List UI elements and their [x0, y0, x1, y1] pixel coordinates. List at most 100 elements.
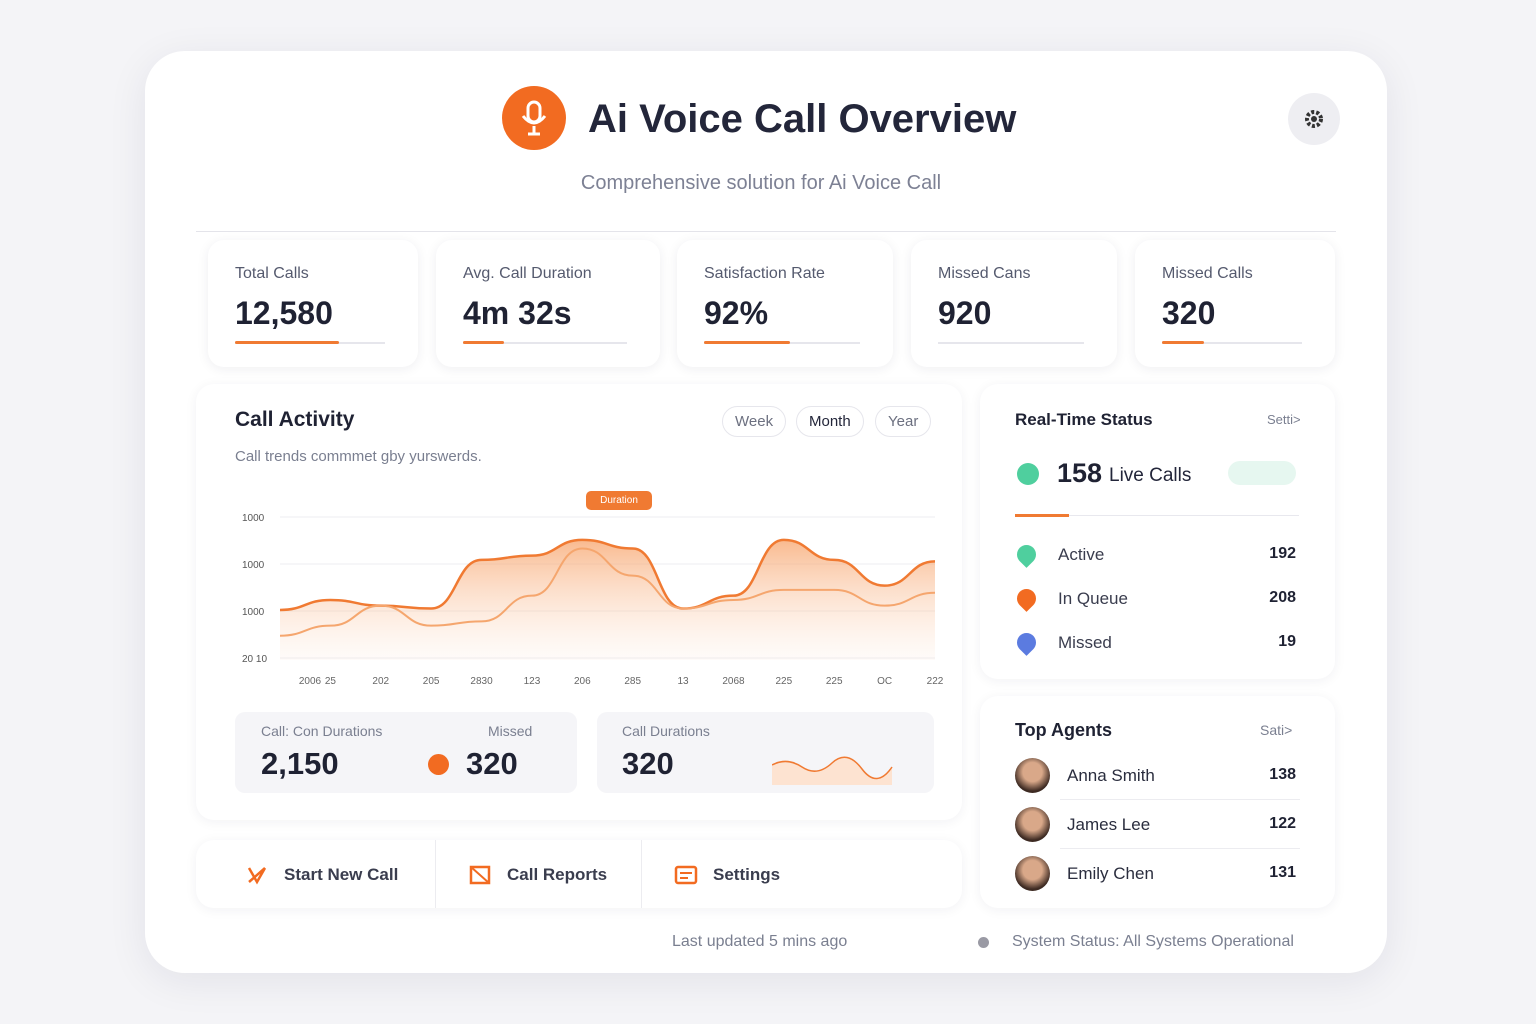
x-tick-label: 2006 [299, 676, 322, 687]
subtitle: Comprehensive solution for Ai Voice Call [580, 172, 942, 194]
x-tick-label: 13 [678, 676, 690, 687]
action-divider [641, 840, 642, 908]
tab[interactable]: Month [796, 406, 864, 437]
kpi-track [1162, 342, 1302, 344]
x-tick-label: 225 [826, 676, 843, 687]
line [279, 538, 936, 612]
live-count: 158 [1057, 458, 1103, 488]
status-value: 19 [1278, 633, 1296, 650]
stat-value: 2,150 [261, 746, 339, 781]
agents-title: Top Agents [1015, 720, 1112, 740]
agent-divider [1060, 848, 1300, 849]
kpi-value: 920 [938, 295, 992, 331]
live-accent [1015, 514, 1069, 517]
stat-label: Call Durations [622, 723, 710, 739]
system-status: System Status: All Systems Operational [1012, 933, 1294, 950]
stat-value: 320 [466, 746, 518, 781]
x-tick-label: 225 [776, 676, 793, 687]
stat-box [235, 712, 577, 793]
live-icon [1017, 463, 1039, 485]
kpi-label: Avg. Call Duration [463, 265, 592, 282]
status-label: In Queue [1058, 589, 1128, 608]
status-value: 208 [1269, 589, 1296, 606]
kpi-card [436, 240, 660, 367]
x-tick-label: 25 [325, 676, 337, 687]
action-button[interactable]: Call Reports [507, 865, 608, 884]
area [280, 539, 935, 660]
kpi-value: 92% [704, 295, 769, 331]
agent-avatar [1015, 758, 1050, 793]
kpi-label: Missed Cans [938, 265, 1031, 282]
sparkline [772, 756, 893, 785]
agent-avatar [1015, 856, 1050, 891]
kpi-card [911, 240, 1117, 367]
kpi-value: 320 [1162, 295, 1216, 331]
live-pill [1228, 461, 1296, 485]
agent-avatar [1015, 807, 1050, 842]
divider [196, 231, 1336, 232]
kpi-progress [235, 341, 339, 344]
agent-name: James Lee [1067, 815, 1151, 834]
action-icon [674, 865, 698, 885]
kpi-label: Missed Calls [1162, 265, 1253, 282]
action-icon [469, 865, 491, 885]
status-label: Active [1058, 545, 1105, 564]
status-value: 192 [1269, 545, 1296, 562]
x-tick-label: 222 [927, 676, 944, 687]
status-label: Missed [1058, 633, 1112, 652]
x-tick-label: 2830 [470, 676, 493, 687]
settings-button[interactable] [1288, 93, 1340, 145]
y-tick-label: 1000 [242, 513, 265, 524]
title: Ai Voice Call Overview [588, 97, 1017, 141]
live-divider [1015, 515, 1299, 516]
kpi-track [463, 342, 627, 344]
agent-value: 138 [1269, 766, 1296, 783]
kpi-card [677, 240, 893, 367]
action-icon [247, 867, 267, 885]
gear-icon [1305, 110, 1323, 128]
agent-name: Anna Smith [1067, 766, 1155, 785]
tab[interactable]: Year [875, 406, 932, 437]
action-divider [435, 840, 436, 908]
action-button[interactable]: Settings [713, 865, 781, 884]
action-button[interactable]: Start New Call [284, 865, 399, 884]
activity-title: Call Activity [235, 408, 355, 431]
tab[interactable]: Week [722, 406, 787, 437]
realtime-card [980, 384, 1335, 679]
kpi-value: 4m 32s [463, 295, 572, 331]
y-tick-label: 1000 [242, 607, 265, 618]
kpi-label: Satisfaction Rate [704, 265, 825, 282]
header-icon [502, 86, 566, 150]
agent-name: Emily Chen [1067, 864, 1154, 883]
line [279, 547, 936, 637]
kpi-label: Total Calls [235, 265, 309, 282]
realtime-link[interactable]: Setti> [1267, 412, 1301, 427]
agent-divider [1060, 799, 1300, 800]
x-tick-label: 2068 [722, 676, 745, 687]
y-tick-label: 1000 [242, 560, 265, 571]
stat-value: 320 [622, 746, 674, 781]
status-dot [978, 937, 989, 948]
kpi-progress [704, 341, 790, 344]
actions-bar [196, 840, 962, 908]
x-tick-label: 123 [524, 676, 541, 687]
kpi-progress [463, 341, 504, 344]
stat-dot [428, 754, 449, 775]
kpi-progress [1162, 341, 1204, 344]
stat-label: Missed [488, 723, 533, 739]
activity-subtitle: Call trends commmet gby yurswerds. [235, 448, 482, 465]
realtime-title: Real-Time Status [1015, 410, 1153, 429]
y-tick-label: 20 10 [242, 654, 267, 665]
live-label: Live Calls [1109, 465, 1192, 486]
stat-label: Call: Con Durations [261, 723, 383, 739]
tooltip: Duration [586, 491, 652, 510]
x-tick-label: 206 [574, 676, 591, 687]
last-updated: Last updated 5 mins ago [672, 933, 848, 950]
agent-value: 131 [1269, 864, 1296, 881]
agent-value: 122 [1269, 815, 1296, 832]
agents-link[interactable]: Sati> [1260, 722, 1293, 738]
x-tick-label: OC [877, 676, 892, 687]
x-tick-label: 202 [372, 676, 389, 687]
